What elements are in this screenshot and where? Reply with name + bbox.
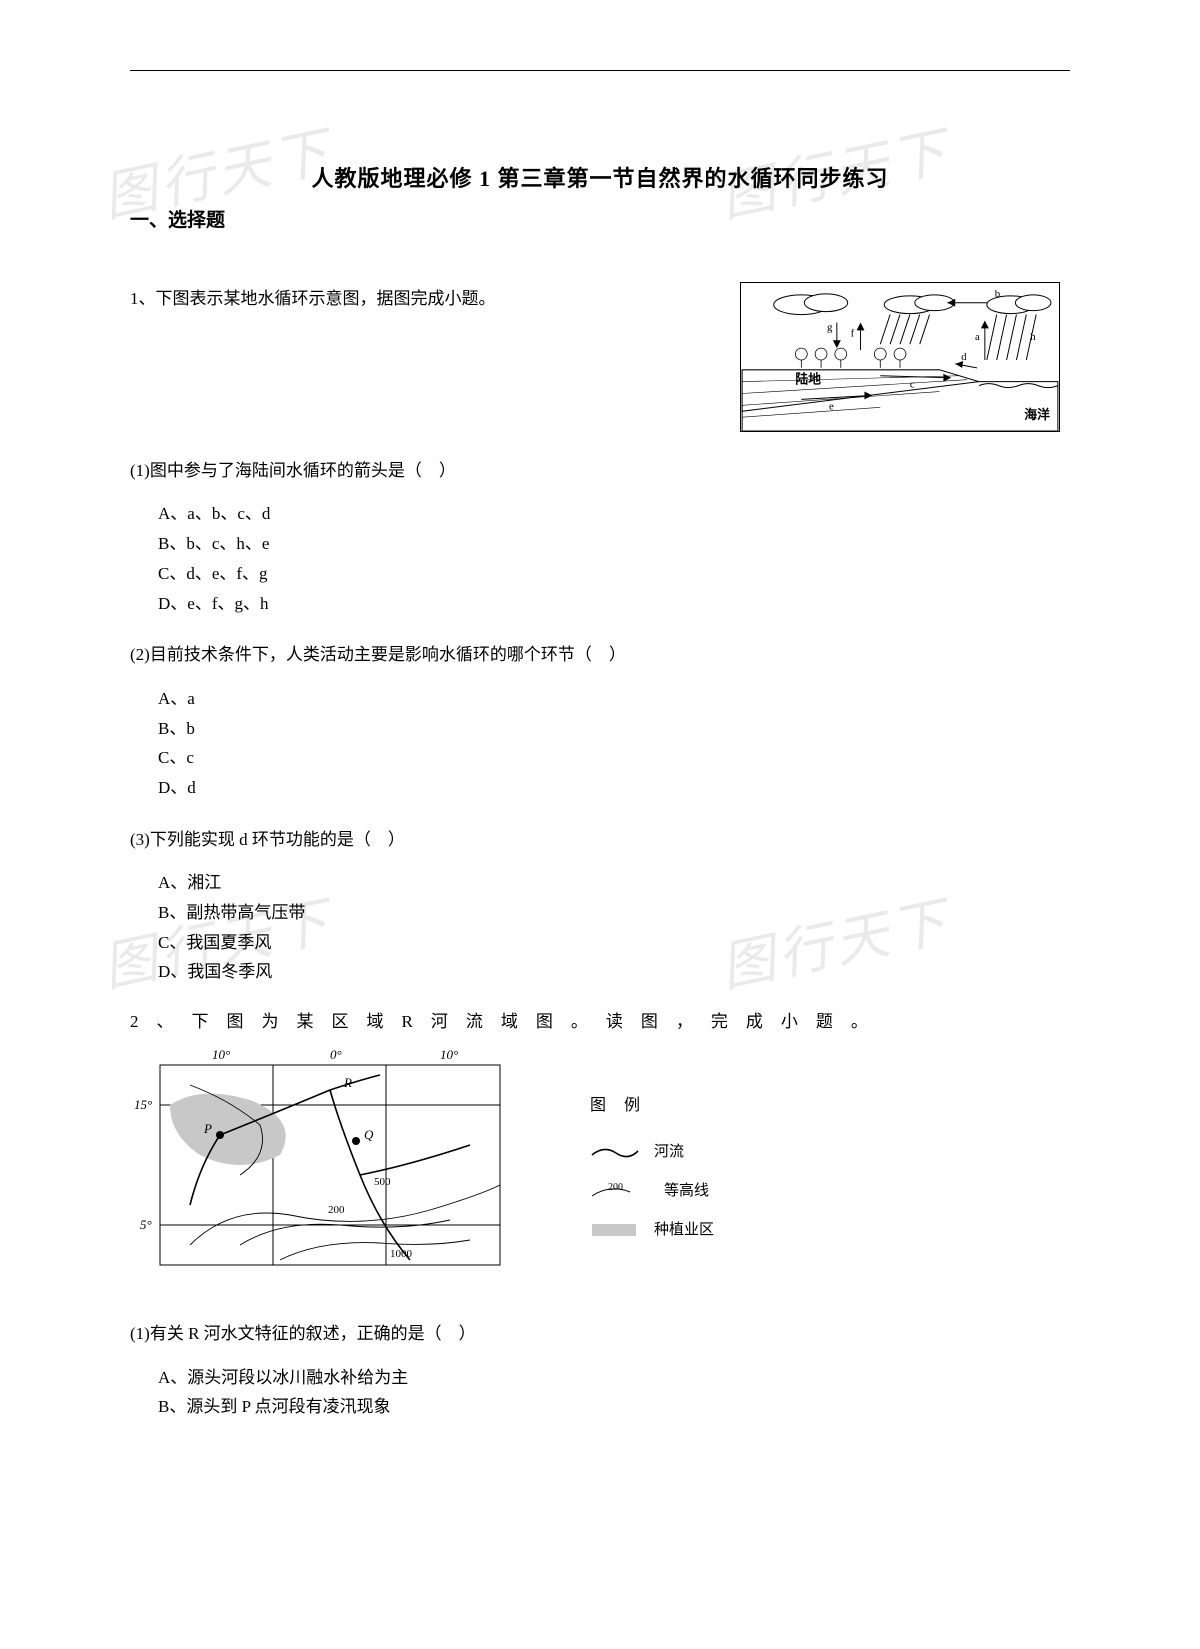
svg-text:c: c [910,379,915,391]
legend-label: 种植业区 [654,1211,714,1250]
svg-text:Q: Q [364,1127,374,1142]
q2-map-row: 10° 0° 10° 15° 5° 500 200 1000 [130,1045,1070,1285]
option: B、副热带高气压带 [158,898,1070,928]
legend-item: 200 等高线 [590,1172,714,1211]
area-icon [590,1221,640,1239]
legend-title: 图例 [590,1085,714,1127]
svg-text:d: d [961,351,967,363]
svg-text:e: e [829,400,834,412]
legend-item: 种植业区 [590,1211,714,1250]
q1-intro: 1、下图表示某地水循环示意图，据图完成小题。 [130,282,740,316]
legend-item: 河流 [590,1133,714,1172]
svg-text:10°: 10° [440,1047,458,1062]
option: D、我国冬季风 [158,957,1070,987]
svg-text:g: g [827,321,833,333]
option: C、我国夏季风 [158,928,1070,958]
svg-text:陆地: 陆地 [795,372,821,387]
q2-sub1-stem: (1)有关 R 河水文特征的叙述，正确的是（ ） [130,1315,1070,1352]
option: A、a [158,684,1070,714]
option: C、c [158,743,1070,773]
svg-text:15°: 15° [134,1097,152,1112]
svg-text:P: P [203,1121,212,1136]
svg-text:200: 200 [328,1204,345,1216]
option: A、湘江 [158,868,1070,898]
water-cycle-diagram: b h a f [740,282,1060,432]
top-rule [130,70,1070,71]
svg-text:5°: 5° [140,1217,152,1232]
q1-sub1-stem: (1)图中参与了海陆间水循环的箭头是（ ） [130,452,1070,489]
river-icon [590,1143,640,1161]
page-container: 人教版地理必修 1 第三章第一节自然界的水循环同步练习 一、选择题 1、下图表示… [0,0,1200,1488]
option: D、d [158,773,1070,803]
q1-sub3-options: A、湘江 B、副热带高气压带 C、我国夏季风 D、我国冬季风 [158,868,1070,987]
svg-text:10°: 10° [212,1047,230,1062]
svg-text:b: b [995,288,1001,300]
svg-text:R: R [343,1075,352,1090]
r-river-map: 10° 0° 10° 15° 5° 500 200 1000 [130,1045,530,1285]
option: A、a、b、c、d [158,499,1070,529]
option: B、b [158,714,1070,744]
contour-icon: 200 [590,1182,650,1200]
option: A、源头河段以冰川融水补给为主 [158,1363,1070,1393]
svg-text:f: f [851,327,855,339]
option: C、d、e、f、g [158,559,1070,589]
option: B、源头到 P 点河段有凌汛现象 [158,1392,1070,1422]
svg-text:200: 200 [608,1182,623,1193]
q1-intro-row: 1、下图表示某地水循环示意图，据图完成小题。 b [130,282,1070,432]
option: B、b、c、h、e [158,529,1070,559]
svg-text:a: a [975,331,980,343]
page-title: 人教版地理必修 1 第三章第一节自然界的水循环同步练习 [130,161,1070,193]
q2-sub1-options: A、源头河段以冰川融水补给为主 B、源头到 P 点河段有凌汛现象 [158,1363,1070,1423]
q2-intro: 2、下图为某区域R河流域图。读图，完成小题。 [130,1005,1070,1039]
map-legend: 图例 河流 200 等高线 种植业区 [590,1085,714,1250]
q1-sub2-stem: (2)目前技术条件下，人类活动主要是影响水循环的哪个环节（ ） [130,636,1070,673]
svg-text:500: 500 [374,1176,391,1188]
svg-text:海洋: 海洋 [1024,407,1050,422]
option: D、e、f、g、h [158,589,1070,619]
q1-sub2-options: A、a B、b C、c D、d [158,684,1070,803]
legend-label: 等高线 [664,1172,709,1211]
svg-text:0°: 0° [330,1047,342,1062]
legend-label: 河流 [654,1133,684,1172]
q1-sub1-options: A、a、b、c、d B、b、c、h、e C、d、e、f、g D、e、f、g、h [158,499,1070,618]
q1-sub3-stem: (3)下列能实现 d 环节功能的是（ ） [130,821,1070,858]
section-header: 一、选择题 [130,205,1070,232]
svg-text:h: h [1030,331,1036,343]
